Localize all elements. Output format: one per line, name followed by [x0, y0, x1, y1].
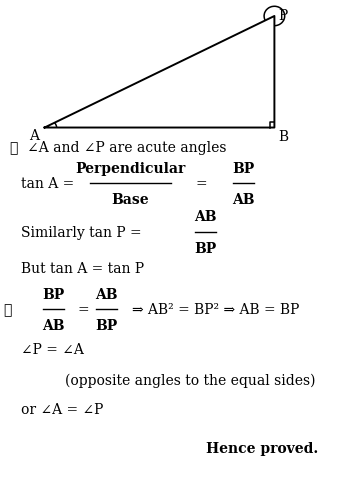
Text: (opposite angles to the equal sides): (opposite angles to the equal sides) [65, 373, 316, 387]
Text: But tan A = tan P: But tan A = tan P [21, 262, 144, 275]
Text: ∴: ∴ [3, 303, 12, 317]
Text: Similarly tan P =: Similarly tan P = [21, 226, 141, 239]
Text: BP: BP [233, 161, 255, 175]
Text: P: P [279, 9, 287, 22]
Text: or ∠A = ∠P: or ∠A = ∠P [21, 402, 103, 416]
Text: Perpendicular: Perpendicular [75, 161, 186, 175]
Text: =: = [77, 303, 89, 317]
Text: AB: AB [42, 318, 64, 333]
Text: B: B [278, 130, 288, 143]
Text: tan A =: tan A = [21, 177, 74, 191]
Text: Hence proved.: Hence proved. [206, 441, 318, 454]
Text: ∴  ∠A and ∠P are acute angles: ∴ ∠A and ∠P are acute angles [10, 141, 227, 154]
Text: AB: AB [232, 193, 255, 207]
Text: BP: BP [42, 287, 64, 301]
Text: BP: BP [95, 318, 117, 333]
Text: AB: AB [95, 287, 118, 301]
Text: AB: AB [194, 210, 217, 224]
Text: BP: BP [195, 241, 217, 255]
Text: Base: Base [111, 193, 149, 207]
Text: =: = [196, 177, 207, 191]
Text: ⇒ AB² = BP² ⇒ AB = BP: ⇒ AB² = BP² ⇒ AB = BP [132, 303, 299, 317]
Text: A: A [29, 129, 39, 142]
Text: ∠P = ∠A: ∠P = ∠A [21, 343, 83, 356]
